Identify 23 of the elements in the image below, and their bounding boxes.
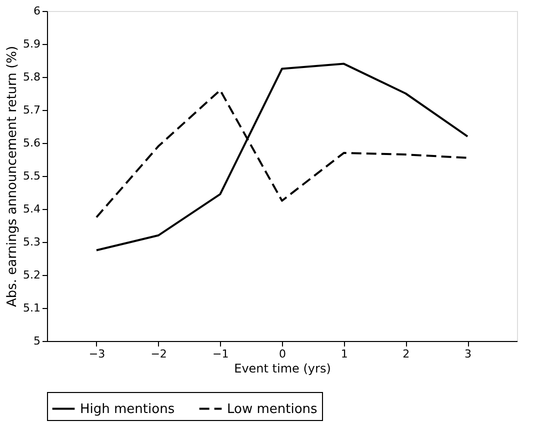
x-tick-label: 3	[464, 348, 472, 360]
legend-label: High mentions	[80, 402, 175, 417]
y-tick-label: 5.1	[23, 302, 40, 314]
x-tick-label: 0	[279, 348, 286, 360]
x-tick-label: 1	[340, 348, 348, 360]
y-tick-label: 5.5	[23, 170, 40, 182]
x-tick-label: −3	[88, 348, 106, 360]
y-tick-label: 6	[34, 4, 40, 18]
x-tick-label: −2	[150, 348, 167, 360]
y-tick-label: 5.2	[23, 268, 40, 282]
y-axis-title: Abs. earnings announcement return (%)	[5, 46, 20, 308]
legend-label: Low mentions	[227, 402, 318, 417]
x-axis-title: Event time (yrs)	[234, 362, 331, 376]
line-series	[95, 62, 469, 252]
y-tick-label: 5.7	[23, 104, 40, 116]
y-tick-label: 5.6	[23, 136, 40, 150]
y-tick-label: 5	[34, 334, 40, 348]
y-tick-label: 5.8	[23, 70, 40, 84]
y-tick-label: 5.9	[23, 38, 40, 50]
y-tick-label: 5.4	[23, 202, 40, 216]
x-tick-label: −1	[212, 348, 229, 360]
y-tick-label: 5.3	[23, 236, 40, 248]
x-tick-label: 2	[402, 348, 410, 360]
